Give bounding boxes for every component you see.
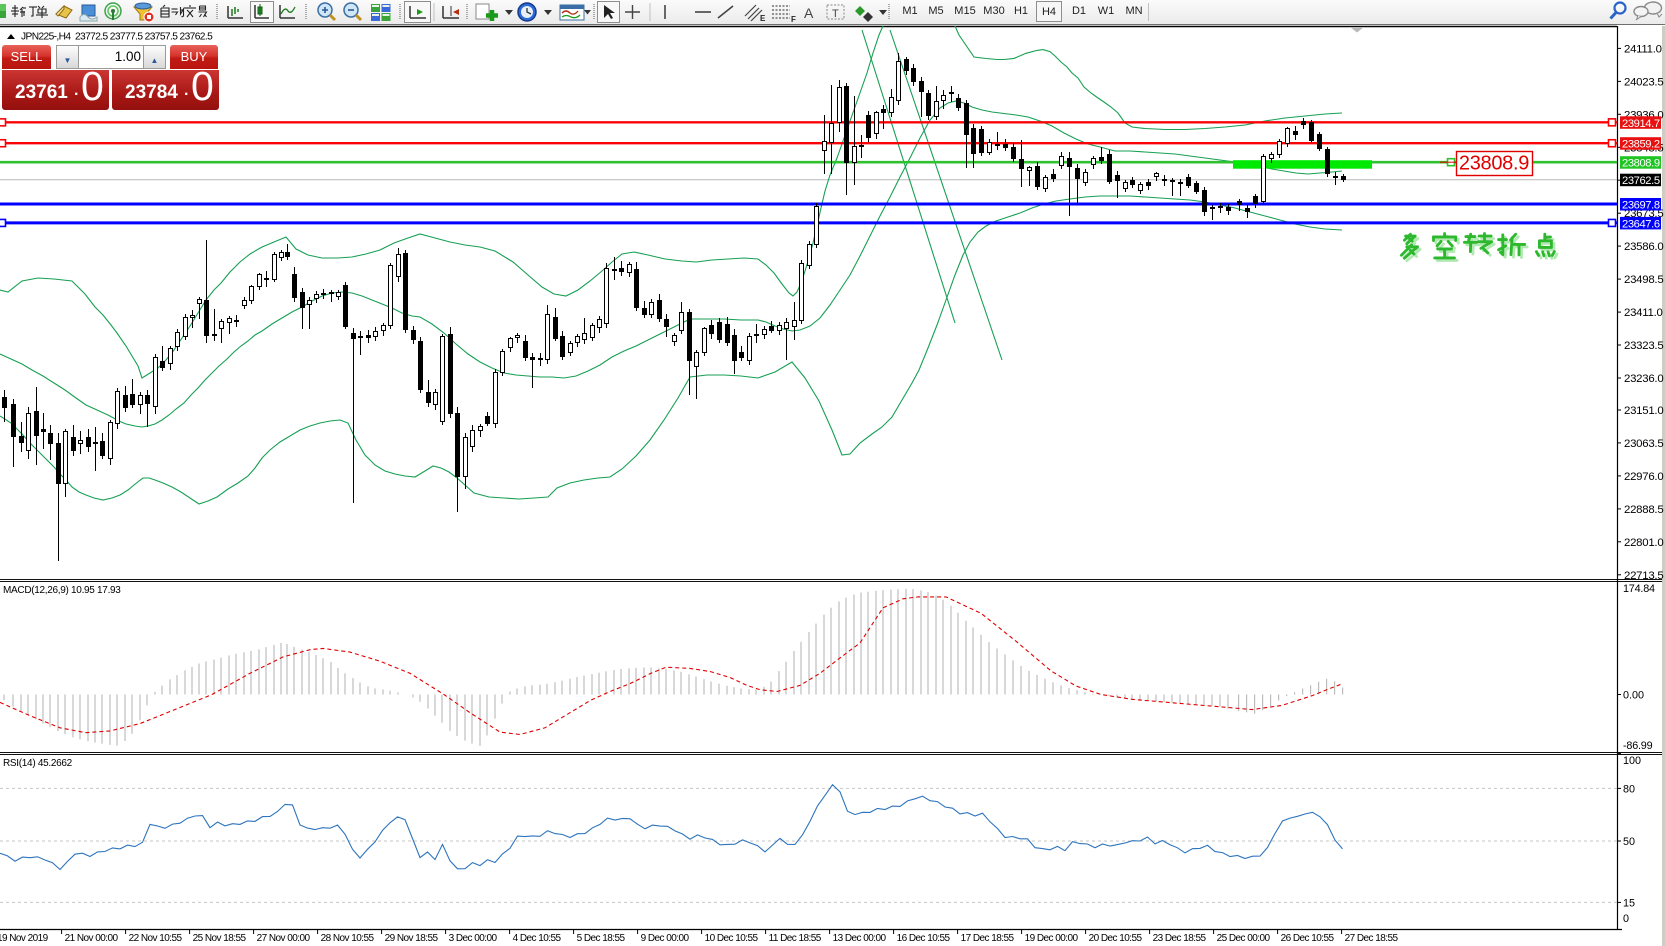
svg-text:10 Dec 10:55: 10 Dec 10:55: [705, 933, 759, 944]
svg-text:100: 100: [1623, 755, 1641, 767]
svg-text:19 Nov 2019: 19 Nov 2019: [0, 933, 49, 944]
svg-text:RSI(14) 45.2662: RSI(14) 45.2662: [3, 758, 73, 769]
svg-text:22 Nov 10:55: 22 Nov 10:55: [129, 933, 183, 944]
svg-text:-86.99: -86.99: [1623, 740, 1653, 752]
svg-text:23498.5: 23498.5: [1624, 274, 1663, 286]
svg-text:25 Dec 00:00: 25 Dec 00:00: [1217, 933, 1271, 944]
svg-text:22888.5: 22888.5: [1624, 504, 1663, 516]
svg-text:9 Dec 00:00: 9 Dec 00:00: [641, 933, 690, 944]
svg-text:0: 0: [1623, 913, 1629, 925]
svg-text:5 Dec 18:55: 5 Dec 18:55: [577, 933, 626, 944]
svg-text:3 Dec 00:00: 3 Dec 00:00: [449, 933, 498, 944]
svg-text:JPN225-,H4 23772.5 23777.5 23: JPN225-,H4 23772.5 23777.5 23757.5 23762…: [21, 32, 213, 43]
svg-text:23236.0: 23236.0: [1624, 373, 1663, 385]
svg-text:23808.9: 23808.9: [1459, 153, 1529, 175]
svg-text:13 Dec 00:00: 13 Dec 00:00: [833, 933, 887, 944]
svg-text:0.00: 0.00: [1623, 690, 1644, 702]
svg-text:23063.5: 23063.5: [1624, 438, 1663, 450]
svg-text:A: A: [804, 5, 814, 21]
svg-text:80: 80: [1623, 783, 1635, 795]
svg-text:20 Dec 10:55: 20 Dec 10:55: [1089, 933, 1143, 944]
svg-text:23762.5: 23762.5: [1622, 175, 1660, 187]
svg-text:19 Dec 00:00: 19 Dec 00:00: [1025, 933, 1079, 944]
svg-text:22801.0: 22801.0: [1624, 537, 1663, 549]
svg-text:E: E: [760, 14, 766, 23]
svg-text:23 Dec 18:55: 23 Dec 18:55: [1153, 933, 1207, 944]
svg-text:22713.5: 22713.5: [1624, 570, 1663, 582]
svg-text:4 Dec 10:55: 4 Dec 10:55: [513, 933, 562, 944]
svg-text:T: T: [832, 8, 839, 20]
svg-text:21 Nov 00:00: 21 Nov 00:00: [65, 933, 119, 944]
svg-text:23859.2: 23859.2: [1622, 139, 1660, 151]
svg-text:29 Nov 18:55: 29 Nov 18:55: [385, 933, 439, 944]
svg-text:MACD(12,26,9) 10.95 17.93: MACD(12,26,9) 10.95 17.93: [3, 585, 121, 596]
svg-text:23151.0: 23151.0: [1624, 405, 1663, 417]
svg-text:23647.6: 23647.6: [1622, 218, 1660, 230]
svg-text:26 Dec 10:55: 26 Dec 10:55: [1281, 933, 1335, 944]
svg-text:11 Dec 18:55: 11 Dec 18:55: [769, 933, 822, 944]
svg-text:23914.7: 23914.7: [1622, 118, 1660, 130]
svg-text:50: 50: [1623, 836, 1635, 848]
svg-text:28 Nov 10:55: 28 Nov 10:55: [321, 933, 375, 944]
svg-text:F: F: [791, 15, 796, 24]
svg-text:174.84: 174.84: [1623, 583, 1655, 595]
svg-text:27 Nov 00:00: 27 Nov 00:00: [257, 933, 311, 944]
svg-text:24111.0: 24111.0: [1624, 43, 1662, 55]
svg-text:23586.0: 23586.0: [1624, 241, 1663, 253]
svg-text:23808.9: 23808.9: [1622, 158, 1660, 170]
svg-text:25 Nov 18:55: 25 Nov 18:55: [193, 933, 247, 944]
svg-text:23697.8: 23697.8: [1622, 200, 1660, 212]
svg-text:22976.0: 22976.0: [1624, 471, 1663, 483]
svg-text:23323.5: 23323.5: [1624, 340, 1663, 352]
svg-text:24023.5: 24023.5: [1624, 76, 1663, 88]
svg-text:16 Dec 10:55: 16 Dec 10:55: [897, 933, 951, 944]
svg-text:15: 15: [1623, 897, 1635, 909]
svg-text:17 Dec 18:55: 17 Dec 18:55: [961, 933, 1015, 944]
svg-text:27 Dec 18:55: 27 Dec 18:55: [1345, 933, 1399, 944]
svg-text:23411.0: 23411.0: [1624, 307, 1663, 319]
